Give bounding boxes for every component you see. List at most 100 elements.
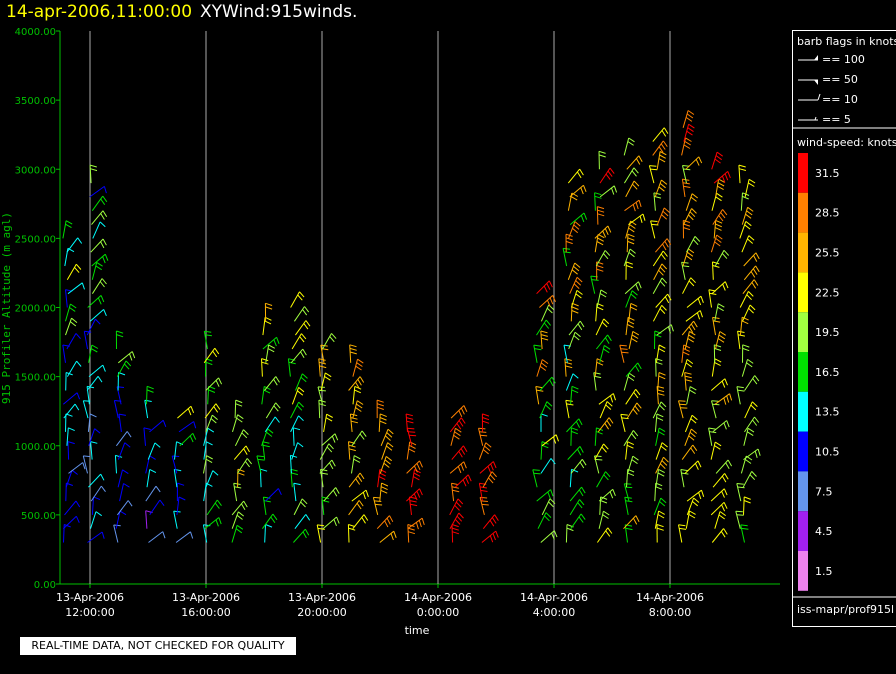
wind-barb — [595, 318, 605, 336]
wind-barb-flag — [357, 358, 364, 364]
x-tick-time: 4:00:00 — [533, 606, 575, 619]
wind-barb-flag — [214, 347, 220, 355]
wind-barb-flag — [205, 458, 213, 464]
wind-barb — [478, 442, 487, 460]
wind-barb — [536, 359, 543, 377]
wind-barb-flag — [688, 123, 695, 129]
wind-barb-flag — [747, 427, 755, 433]
wind-barb — [562, 248, 568, 267]
wind-barb-flag — [603, 510, 610, 516]
wind-barb-flag — [119, 510, 127, 516]
wind-barb — [63, 524, 65, 543]
wind-barb-flag — [236, 514, 243, 520]
wind-barb-flag — [661, 304, 667, 311]
wind-barb — [625, 290, 633, 308]
wind-barb-flag — [625, 500, 633, 503]
wind-barb — [684, 372, 687, 391]
wind-barb-flag — [697, 298, 702, 306]
wind-barb — [626, 234, 629, 253]
wind-barb-flag — [662, 210, 669, 217]
wind-barb — [599, 185, 615, 198]
wind-barb-flag — [115, 454, 123, 458]
wind-barb-flag — [265, 524, 273, 528]
wind-barb-flag — [691, 501, 699, 507]
wind-barb — [290, 291, 300, 308]
wind-barb — [650, 220, 656, 239]
wind-barb — [320, 372, 326, 391]
wind-barb-flag — [748, 182, 755, 187]
wind-barb-flag — [750, 404, 757, 411]
wind-barb-flag — [359, 376, 365, 383]
wind-barb-flag — [131, 351, 136, 359]
wind-barb-flag — [682, 182, 690, 185]
wind-barb-flag — [460, 463, 465, 471]
wind-barb-flag — [717, 185, 724, 191]
wind-barb-flag — [743, 500, 751, 504]
wind-barb-flag — [606, 420, 612, 427]
wind-barb-flag — [261, 358, 269, 362]
wind-barb — [685, 193, 693, 211]
wind-barb — [478, 428, 484, 446]
wind-barb — [711, 528, 724, 543]
wind-barb-flag — [716, 234, 723, 240]
wind-barb-flag — [413, 493, 418, 501]
wind-barb — [88, 345, 93, 363]
speed-swatch — [798, 232, 808, 273]
wind-barb-flag — [630, 306, 638, 311]
wind-barb-flag — [89, 413, 97, 418]
wind-barb — [715, 459, 729, 474]
wind-barb-flag — [102, 364, 106, 372]
wind-barb-flag — [547, 491, 551, 499]
wind-barb-flag — [723, 249, 730, 256]
wind-barb-flag — [276, 337, 280, 344]
wind-barb — [149, 499, 161, 516]
wind-barb-flag — [658, 510, 665, 515]
wind-barb — [684, 460, 699, 474]
wind-barb-flag — [124, 363, 130, 370]
wind-barb-flag — [93, 496, 101, 501]
wind-barb — [540, 304, 550, 322]
wind-barb-flag — [688, 435, 695, 441]
wind-barb-flag — [597, 209, 605, 213]
wind-barb — [351, 430, 363, 447]
wind-barb-flag — [87, 385, 95, 389]
wind-barb-flag — [565, 237, 573, 241]
wind-barb — [598, 511, 604, 529]
wind-barb-flag — [686, 358, 694, 365]
wind-barb — [175, 531, 191, 543]
wind-barb-flag — [376, 403, 384, 407]
wind-barb-flag — [575, 421, 581, 428]
wind-barb — [318, 400, 321, 419]
wind-barb-flag — [658, 158, 666, 163]
wind-barb-flag — [659, 308, 666, 314]
wind-barb-flag — [579, 461, 585, 469]
speed-swatch — [798, 192, 808, 233]
wind-barb-flag — [663, 456, 669, 463]
wind-barb-flag — [717, 182, 725, 187]
wind-barb-flag — [304, 528, 310, 536]
wind-barb — [624, 524, 628, 543]
wind-barb-flag — [572, 373, 579, 379]
wind-barb-flag — [215, 519, 219, 527]
wind-barb-flag — [662, 250, 668, 257]
wind-barb-flag — [75, 263, 82, 270]
wind-barb-flag — [193, 421, 197, 429]
wind-barb — [352, 386, 356, 405]
wind-barb-flag — [490, 463, 494, 471]
wind-barb — [234, 400, 237, 419]
wind-barb-flag — [610, 395, 614, 403]
wind-barb-flag — [723, 422, 727, 430]
wind-barb-flag — [416, 490, 421, 498]
wind-barb-flag — [408, 531, 416, 535]
wind-barb — [655, 238, 668, 253]
wind-barb-flag — [265, 302, 273, 306]
wind-barb — [207, 386, 210, 405]
wind-barb-flag — [275, 402, 281, 409]
wind-barb-flag — [745, 459, 752, 464]
wind-barb — [712, 261, 714, 280]
wind-barb — [653, 263, 663, 281]
wind-barb-flag — [543, 322, 550, 329]
wind-barb-flag — [305, 514, 311, 521]
wind-barb-flag — [552, 436, 557, 444]
wind-barb-flag — [118, 413, 126, 416]
